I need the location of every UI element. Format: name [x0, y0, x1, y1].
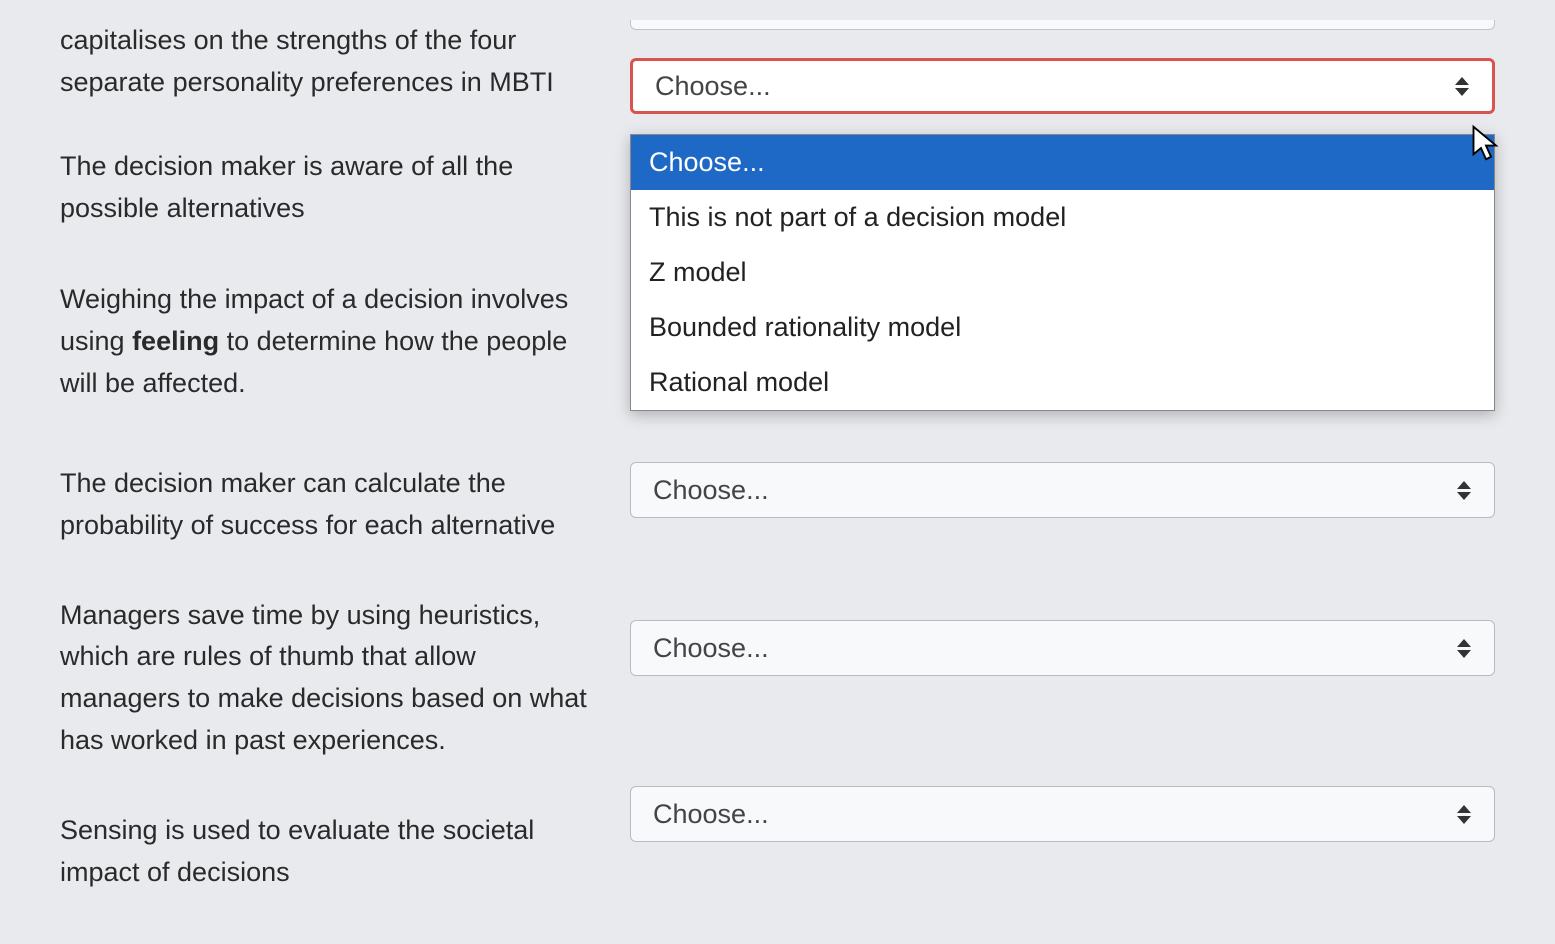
select-dropdown[interactable]: Choose... This is not part of a decision… [630, 134, 1495, 411]
prompt-text: The decision maker can calculate the pro… [60, 463, 600, 547]
sort-icon [1456, 805, 1472, 824]
dropdown-option[interactable]: Rational model [631, 355, 1494, 410]
dropdown-option[interactable]: Choose... [631, 135, 1494, 190]
dropdown-option[interactable]: Bounded rationality model [631, 300, 1494, 355]
answers-column: Choose... Choose... This is not part of … [630, 20, 1495, 924]
previous-select-partial[interactable] [630, 20, 1495, 30]
prompt-text-bold: feeling [132, 326, 219, 356]
prompts-column: capitalises on the strengths of the four… [60, 20, 600, 924]
prompt-text: capitalises on the strengths of the four… [60, 20, 600, 104]
prompt-text: Weighing the impact of a decision involv… [60, 279, 600, 405]
dropdown-option[interactable]: This is not part of a decision model [631, 190, 1494, 245]
answer-select[interactable]: Choose... [630, 462, 1495, 518]
prompt-text: The decision maker is aware of all the p… [60, 146, 600, 230]
answer-select[interactable]: Choose... [630, 620, 1495, 676]
select-value: Choose... [653, 799, 769, 830]
sort-icon [1456, 481, 1472, 500]
prompt-text: Managers save time by using heuristics, … [60, 595, 600, 762]
answer-select[interactable]: Choose... [630, 58, 1495, 114]
select-value: Choose... [655, 71, 771, 102]
prompt-text: Sensing is used to evaluate the societal… [60, 810, 600, 894]
select-value: Choose... [653, 475, 769, 506]
select-value: Choose... [653, 633, 769, 664]
sort-icon [1456, 639, 1472, 658]
answer-select[interactable]: Choose... [630, 786, 1495, 842]
matching-question-container: capitalises on the strengths of the four… [0, 0, 1555, 944]
dropdown-option[interactable]: Z model [631, 245, 1494, 300]
sort-icon [1454, 77, 1470, 96]
